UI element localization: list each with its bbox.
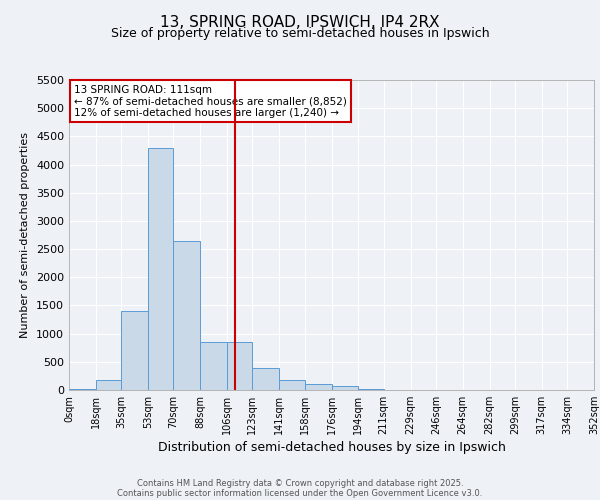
Y-axis label: Number of semi-detached properties: Number of semi-detached properties	[20, 132, 31, 338]
Bar	[305, 384, 332, 390]
X-axis label: Distribution of semi-detached houses by size in Ipswich: Distribution of semi-detached houses by …	[158, 441, 505, 454]
Bar	[358, 389, 384, 390]
Bar	[148, 148, 173, 390]
Bar	[121, 311, 148, 390]
Bar	[227, 342, 253, 390]
Bar	[279, 380, 305, 390]
Text: Contains HM Land Registry data © Crown copyright and database right 2025.: Contains HM Land Registry data © Crown c…	[137, 478, 463, 488]
Bar	[96, 380, 121, 390]
Bar	[331, 386, 358, 390]
Text: Contains public sector information licensed under the Open Government Licence v3: Contains public sector information licen…	[118, 488, 482, 498]
Text: Size of property relative to semi-detached houses in Ipswich: Size of property relative to semi-detach…	[110, 28, 490, 40]
Text: 13 SPRING ROAD: 111sqm
← 87% of semi-detached houses are smaller (8,852)
12% of : 13 SPRING ROAD: 111sqm ← 87% of semi-det…	[74, 84, 347, 118]
Bar	[173, 240, 200, 390]
Bar	[200, 342, 227, 390]
Text: 13, SPRING ROAD, IPSWICH, IP4 2RX: 13, SPRING ROAD, IPSWICH, IP4 2RX	[160, 15, 440, 30]
Bar	[69, 389, 96, 390]
Bar	[253, 368, 279, 390]
